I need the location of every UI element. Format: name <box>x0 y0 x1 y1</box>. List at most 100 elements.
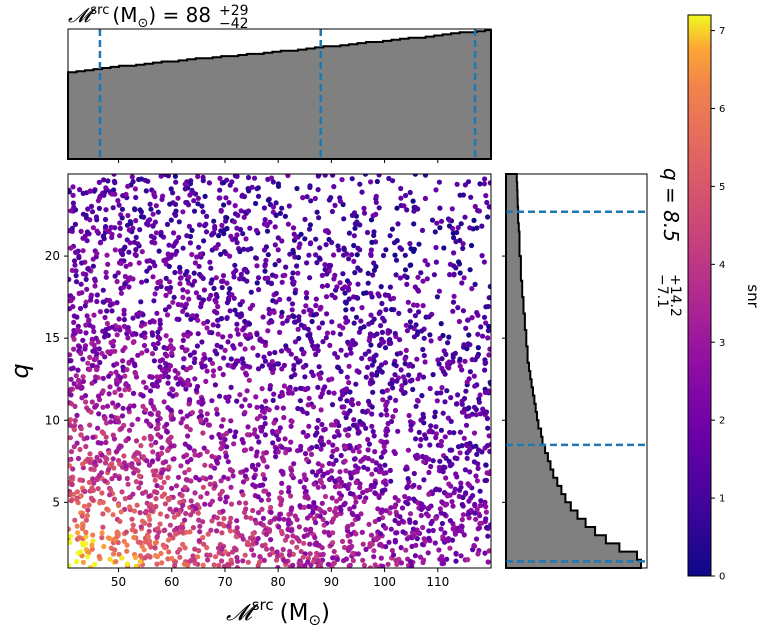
scatter-point <box>457 363 463 369</box>
scatter-point <box>271 420 277 426</box>
scatter-point <box>436 487 443 493</box>
scatter-point <box>95 486 101 492</box>
scatter-point <box>83 534 89 540</box>
scatter-point <box>116 445 122 451</box>
scatter-point <box>278 502 284 508</box>
scatter-point <box>78 549 84 555</box>
scatter-point <box>181 454 187 460</box>
scatter-point <box>329 319 335 325</box>
scatter-point <box>475 551 481 557</box>
scatter-point <box>324 283 330 289</box>
scatter-point <box>254 280 260 286</box>
scatter-point <box>231 219 237 225</box>
scatter-point <box>103 434 109 440</box>
scatter-point <box>188 557 194 564</box>
scatter-point <box>482 367 488 373</box>
scatter-point <box>281 414 287 421</box>
scatter-point <box>156 248 162 254</box>
scatter-point <box>401 203 407 209</box>
scatter-point <box>199 339 205 345</box>
scatter-point <box>105 261 111 267</box>
scatter-point <box>80 337 86 343</box>
scatter-point <box>202 193 208 199</box>
scatter-point <box>188 498 194 504</box>
scatter-point <box>447 463 453 469</box>
scatter-point <box>418 506 424 512</box>
scatter-point <box>368 342 374 348</box>
scatter-point <box>446 481 452 487</box>
scatter-point <box>381 440 387 446</box>
scatter-point <box>98 440 104 446</box>
scatter-point <box>416 429 422 435</box>
scatter-point <box>212 465 218 471</box>
scatter-point <box>313 236 319 242</box>
x-label-sup: src <box>252 596 274 614</box>
scatter-point <box>376 205 382 211</box>
scatter-point <box>142 539 148 545</box>
scatter-point <box>68 189 72 195</box>
scatter-point <box>84 238 90 244</box>
x-tick-label: 110 <box>426 575 449 589</box>
scatter-point <box>286 296 292 302</box>
scatter-point <box>84 435 90 441</box>
scatter-point <box>135 241 141 247</box>
scatter-point <box>125 335 131 341</box>
scatter-point <box>380 450 386 456</box>
scatter-point <box>315 384 321 390</box>
scatter-point <box>166 367 172 373</box>
scatter-point <box>421 335 427 341</box>
scatter-point <box>219 558 225 564</box>
scatter-point <box>321 484 327 490</box>
scatter-point <box>166 304 172 310</box>
scatter-point <box>343 352 349 358</box>
scatter-point <box>235 529 241 536</box>
scatter-point <box>365 447 371 453</box>
scatter-point <box>449 206 455 212</box>
scatter-point <box>249 547 255 553</box>
scatter-point <box>479 223 485 229</box>
scatter-point <box>460 512 466 518</box>
scatter-point <box>361 324 367 330</box>
scatter-point <box>262 421 268 427</box>
scatter-point <box>353 381 359 387</box>
scatter-point <box>248 515 254 521</box>
scatter-point <box>196 263 202 269</box>
scatter-point <box>365 398 372 404</box>
scatter-point <box>90 225 96 231</box>
scatter-point <box>322 493 329 500</box>
scatter-point <box>326 439 332 445</box>
scatter-point <box>372 536 378 542</box>
scatter-point <box>425 262 431 268</box>
scatter-point <box>315 347 321 354</box>
scatter-point <box>107 384 113 390</box>
scatter-point <box>190 525 196 531</box>
scatter-point <box>432 409 438 415</box>
scatter-point <box>254 404 260 410</box>
scatter-point <box>397 337 403 343</box>
scatter-point <box>485 559 491 565</box>
scatter-point <box>165 556 171 562</box>
scatter-point <box>110 456 116 462</box>
scatter-point <box>260 314 266 320</box>
scatter-point <box>200 209 206 215</box>
scatter-point <box>250 345 256 351</box>
scatter-point <box>95 425 101 431</box>
scatter-point <box>244 388 250 394</box>
scatter-point <box>279 444 285 450</box>
scatter-point <box>355 245 361 251</box>
scatter-point <box>217 187 223 193</box>
scatter-point <box>447 545 453 551</box>
scatter-point <box>305 402 311 408</box>
scatter-point <box>279 309 285 315</box>
scatter-point <box>245 208 252 214</box>
colorbar-tick-label: 0 <box>719 572 725 583</box>
scatter-point <box>313 296 319 302</box>
scatter-point <box>146 541 152 547</box>
scatter-points <box>68 174 491 568</box>
scatter-point <box>196 294 202 300</box>
scatter-point <box>242 332 248 338</box>
scatter-point <box>100 375 106 381</box>
scatter-point <box>70 365 76 371</box>
scatter-point <box>448 395 454 401</box>
